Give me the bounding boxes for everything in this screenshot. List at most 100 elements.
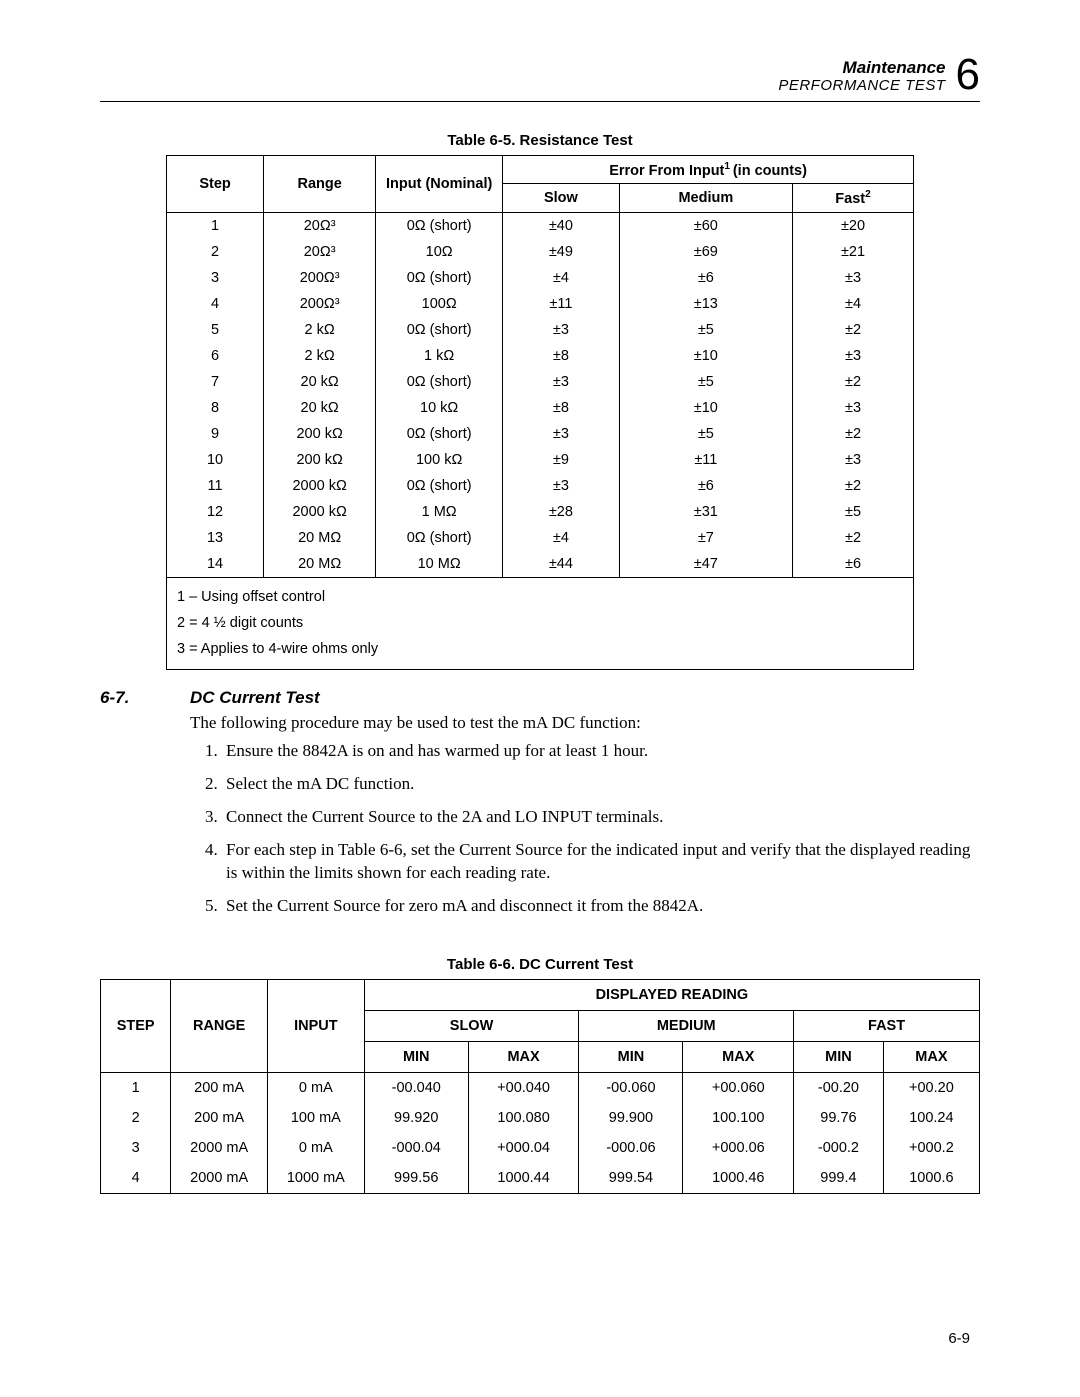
table-cell: 100.080 xyxy=(468,1103,579,1133)
page-header: Maintenance PERFORMANCE TEST 6 xyxy=(100,55,980,102)
table-cell: +00.20 xyxy=(883,1073,979,1104)
table1-caption: Table 6-5. Resistance Test xyxy=(100,132,980,149)
table-cell: ±10 xyxy=(619,343,792,369)
table-cell: ±5 xyxy=(619,369,792,395)
t2-fmax: MAX xyxy=(915,1049,947,1065)
resistance-test-table: Step Range Input (Nominal) Error From In… xyxy=(166,155,914,670)
table-cell: 1 kΩ xyxy=(376,343,503,369)
table-cell: 0 mA xyxy=(268,1133,365,1163)
table-cell: ±5 xyxy=(619,421,792,447)
table-cell: ±4 xyxy=(503,525,619,551)
table-cell: ±3 xyxy=(793,395,914,421)
table-cell: 0Ω (short) xyxy=(376,525,503,551)
table-cell: 0Ω (short) xyxy=(376,317,503,343)
page-number: 6-9 xyxy=(948,1330,970,1347)
t2-slow: SLOW xyxy=(450,1018,494,1034)
col-step: Step xyxy=(199,176,230,192)
table-cell: -000.06 xyxy=(579,1133,683,1163)
table-cell: 7 xyxy=(167,369,264,395)
table-cell: ±13 xyxy=(619,291,792,317)
table-cell: 8 xyxy=(167,395,264,421)
table-cell: ±5 xyxy=(793,499,914,525)
table-cell: 200Ω³ xyxy=(264,265,376,291)
table-cell: 2000 mA xyxy=(171,1133,268,1163)
t1-note1: 1 – Using offset control xyxy=(177,584,903,610)
table-cell: 20 MΩ xyxy=(264,525,376,551)
t2-fmin: MIN xyxy=(825,1049,852,1065)
table-cell: 0Ω (short) xyxy=(376,213,503,240)
table-cell: ±3 xyxy=(503,421,619,447)
table-cell: 10Ω xyxy=(376,239,503,265)
table-cell: -000.2 xyxy=(794,1133,884,1163)
table-cell: ±11 xyxy=(503,291,619,317)
t2-mmax: MAX xyxy=(722,1049,754,1065)
table-cell: 200 mA xyxy=(171,1103,268,1133)
col-slow: Slow xyxy=(544,190,578,206)
table-cell: ±2 xyxy=(793,421,914,447)
table-cell: ±3 xyxy=(503,369,619,395)
table-cell: 1000 mA xyxy=(268,1163,365,1194)
table-cell: 0Ω (short) xyxy=(376,369,503,395)
table-cell: ±69 xyxy=(619,239,792,265)
section-para: The following procedure may be used to t… xyxy=(190,712,980,735)
section-number: 6-7. xyxy=(100,688,190,929)
table-cell: 1000.6 xyxy=(883,1163,979,1194)
table-cell: ±20 xyxy=(793,213,914,240)
table-cell: ±40 xyxy=(503,213,619,240)
table-cell: 2 xyxy=(101,1103,171,1133)
table-cell: 9 xyxy=(167,421,264,447)
table-cell: ±21 xyxy=(793,239,914,265)
table-cell: ±7 xyxy=(619,525,792,551)
table-cell: 14 xyxy=(167,551,264,578)
table-cell: ±47 xyxy=(619,551,792,578)
table-cell: 12 xyxy=(167,499,264,525)
table-cell: 6 xyxy=(167,343,264,369)
table-cell: ±3 xyxy=(793,343,914,369)
col-input: Input (Nominal) xyxy=(386,176,492,192)
table-cell: ±2 xyxy=(793,369,914,395)
table-cell: 0 mA xyxy=(268,1073,365,1104)
t2-body: 1200 mA0 mA-00.040+00.040-00.060+00.060-… xyxy=(101,1073,980,1194)
table-cell: 100.100 xyxy=(683,1103,794,1133)
table-cell: 10 kΩ xyxy=(376,395,503,421)
table-cell: 2 kΩ xyxy=(264,343,376,369)
procedure-step: Select the mA DC function. xyxy=(222,773,980,796)
t2-fast: FAST xyxy=(868,1018,905,1034)
table-cell: 2000 mA xyxy=(171,1163,268,1194)
table-cell: 99.76 xyxy=(794,1103,884,1133)
t2-medium: MEDIUM xyxy=(657,1018,716,1034)
section-title: DC Current Test xyxy=(190,688,980,708)
table-cell: ±4 xyxy=(793,291,914,317)
table-cell: ±2 xyxy=(793,525,914,551)
table-cell: 5 xyxy=(167,317,264,343)
table-cell: 1 xyxy=(167,213,264,240)
table-cell: ±3 xyxy=(503,473,619,499)
table-cell: 200 kΩ xyxy=(264,421,376,447)
table-cell: 200 mA xyxy=(171,1073,268,1104)
table-cell: +000.2 xyxy=(883,1133,979,1163)
table-cell: ±3 xyxy=(503,317,619,343)
table-cell: +000.04 xyxy=(468,1133,579,1163)
table-cell: 0Ω (short) xyxy=(376,265,503,291)
table-cell: 3 xyxy=(167,265,264,291)
table-cell: 20 kΩ xyxy=(264,369,376,395)
table-cell: ±4 xyxy=(503,265,619,291)
t2-range: RANGE xyxy=(193,1018,245,1034)
chapter-number: 6 xyxy=(956,55,980,95)
t2-smin: MIN xyxy=(403,1049,430,1065)
table-cell: 100 kΩ xyxy=(376,447,503,473)
header-title: Maintenance xyxy=(778,59,945,78)
table-cell: ±6 xyxy=(793,551,914,578)
table-cell: 999.56 xyxy=(364,1163,468,1194)
table-cell: 4 xyxy=(167,291,264,317)
table-cell: ±6 xyxy=(619,473,792,499)
table-cell: ±60 xyxy=(619,213,792,240)
table-cell: +00.060 xyxy=(683,1073,794,1104)
table-cell: ±2 xyxy=(793,473,914,499)
table-cell: 4 xyxy=(101,1163,171,1194)
t2-disp: DISPLAYED READING xyxy=(596,987,749,1003)
t2-smax: MAX xyxy=(507,1049,539,1065)
table-cell: ±11 xyxy=(619,447,792,473)
table-cell: ±10 xyxy=(619,395,792,421)
table-cell: ±5 xyxy=(619,317,792,343)
